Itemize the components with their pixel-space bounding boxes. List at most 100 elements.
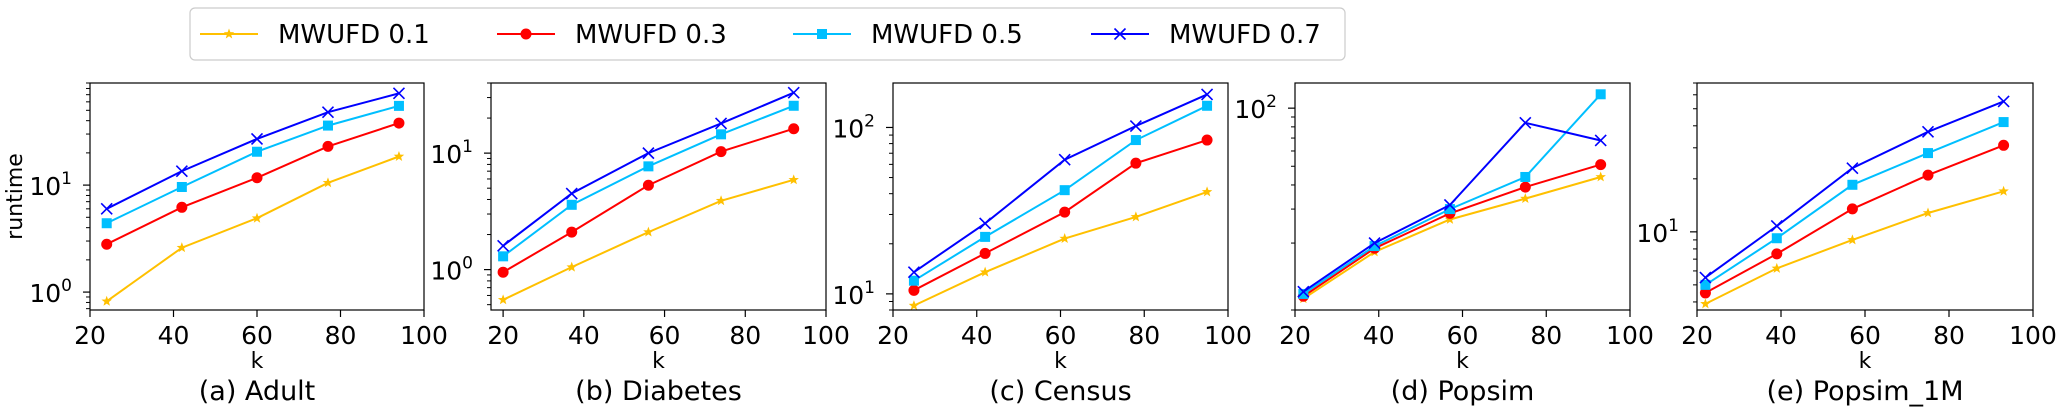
- legend-label: MWUFD 0.7: [1169, 20, 1321, 50]
- data-series: [908, 186, 1213, 311]
- chart-title: (a) Adult: [199, 376, 316, 407]
- data-point: [788, 100, 799, 111]
- data-point: [1921, 125, 1935, 138]
- chart-panel: 20 40 60 80 100 101 102 k(c) Census: [832, 82, 1252, 407]
- x-tick-label: 80: [325, 321, 357, 350]
- data-point: [715, 146, 727, 158]
- data-point: [1998, 139, 2010, 151]
- data-point: [1847, 179, 1858, 190]
- data-point: [566, 199, 577, 210]
- data-point: [250, 132, 264, 146]
- x-tick-label: 100: [400, 321, 448, 350]
- legend-item: MWUFD 0.7: [1091, 20, 1321, 50]
- x-tick-label: 40: [961, 321, 993, 350]
- data-series: [1699, 95, 2010, 284]
- data-point: [1129, 119, 1142, 133]
- x-tick-label: 40: [1765, 321, 1797, 350]
- data-point: [1443, 198, 1457, 212]
- data-point: [251, 212, 263, 223]
- data-point: [643, 161, 654, 172]
- y-tick-label: 101: [430, 137, 473, 169]
- y-axis-label: runtime: [3, 153, 28, 240]
- data-series: [1699, 139, 2010, 299]
- data-series: [497, 86, 800, 252]
- data-point: [1444, 213, 1456, 224]
- plot-frame: [89, 82, 425, 311]
- data-point: [251, 172, 263, 184]
- series-line: [1302, 163, 1601, 298]
- data-point: [1998, 117, 2009, 128]
- data-point: [1201, 186, 1213, 197]
- chart-title: (b) Diabetes: [575, 376, 742, 407]
- data-point: [787, 86, 800, 99]
- data-point: [1699, 271, 1712, 284]
- data-point: [1201, 134, 1213, 146]
- x-axis-label: k: [1859, 349, 1872, 374]
- legend-marker: [817, 29, 827, 39]
- y-tick-label: 100: [29, 276, 72, 308]
- y-tick-label: 100: [430, 254, 473, 286]
- data-point: [1595, 159, 1607, 171]
- data-point: [1771, 262, 1783, 273]
- data-point: [1058, 153, 1071, 166]
- data-point: [1059, 185, 1070, 196]
- chart-panel: 20 40 60 80 100 100 101 k runtime (a) Adult: [3, 82, 448, 407]
- data-point: [908, 300, 920, 311]
- data-point: [1771, 248, 1783, 260]
- x-tick-label: 80: [1128, 321, 1160, 350]
- data-point: [1202, 100, 1213, 111]
- y-tick-label: 101: [832, 278, 875, 310]
- data-point: [907, 266, 921, 279]
- data-point: [979, 217, 992, 230]
- data-point: [176, 201, 188, 213]
- data-point: [1298, 288, 1309, 299]
- x-tick-label: 100: [1606, 321, 1654, 350]
- legend-item: MWUFD 0.3: [497, 20, 727, 50]
- data-point: [715, 195, 727, 206]
- series-line: [502, 178, 794, 301]
- y-tick-label: 102: [832, 111, 875, 143]
- data-point: [101, 218, 112, 229]
- data-point: [1520, 193, 1531, 204]
- plot-frame: [490, 82, 827, 311]
- data-point: [176, 181, 187, 192]
- chart-title: (d) Popsim: [1391, 376, 1535, 407]
- data-series: [1297, 116, 1607, 298]
- series-line: [1302, 93, 1602, 295]
- data-series: [1298, 89, 1606, 299]
- data-point: [1130, 157, 1142, 169]
- x-tick-label: 60: [649, 321, 681, 350]
- x-tick-label: 20: [1681, 321, 1713, 350]
- data-point: [497, 266, 509, 278]
- x-tick-label: 40: [568, 321, 600, 350]
- x-axis-label: k: [251, 349, 264, 374]
- data-point: [1444, 204, 1455, 215]
- data-series: [1297, 159, 1607, 302]
- data-point: [1130, 135, 1141, 146]
- x-tick-label: 80: [1933, 321, 1965, 350]
- data-point: [101, 295, 112, 306]
- data-series: [1298, 171, 1606, 304]
- data-point: [565, 187, 578, 200]
- legend-item: MWUFD 0.5: [793, 20, 1023, 50]
- data-point: [1922, 169, 1934, 181]
- data-point: [566, 226, 578, 238]
- x-tick-label: 60: [1447, 321, 1479, 350]
- data-point: [252, 146, 262, 157]
- data-point: [1998, 185, 2009, 196]
- legend-label: MWUFD 0.3: [575, 20, 727, 50]
- legend-marker: [1113, 27, 1127, 41]
- data-series: [908, 100, 1213, 286]
- x-axis-label: k: [1054, 349, 1067, 374]
- data-point: [1770, 219, 1783, 233]
- data-point: [175, 165, 188, 178]
- series-line: [502, 127, 795, 274]
- x-tick-label: 100: [2009, 321, 2057, 350]
- data-series: [101, 151, 405, 306]
- x-tick-label: 100: [1204, 321, 1252, 350]
- data-point: [393, 151, 405, 161]
- data-point: [322, 120, 333, 131]
- series-line: [1302, 176, 1601, 300]
- y-tick-label: 102: [1234, 92, 1277, 124]
- data-series: [1700, 117, 2009, 290]
